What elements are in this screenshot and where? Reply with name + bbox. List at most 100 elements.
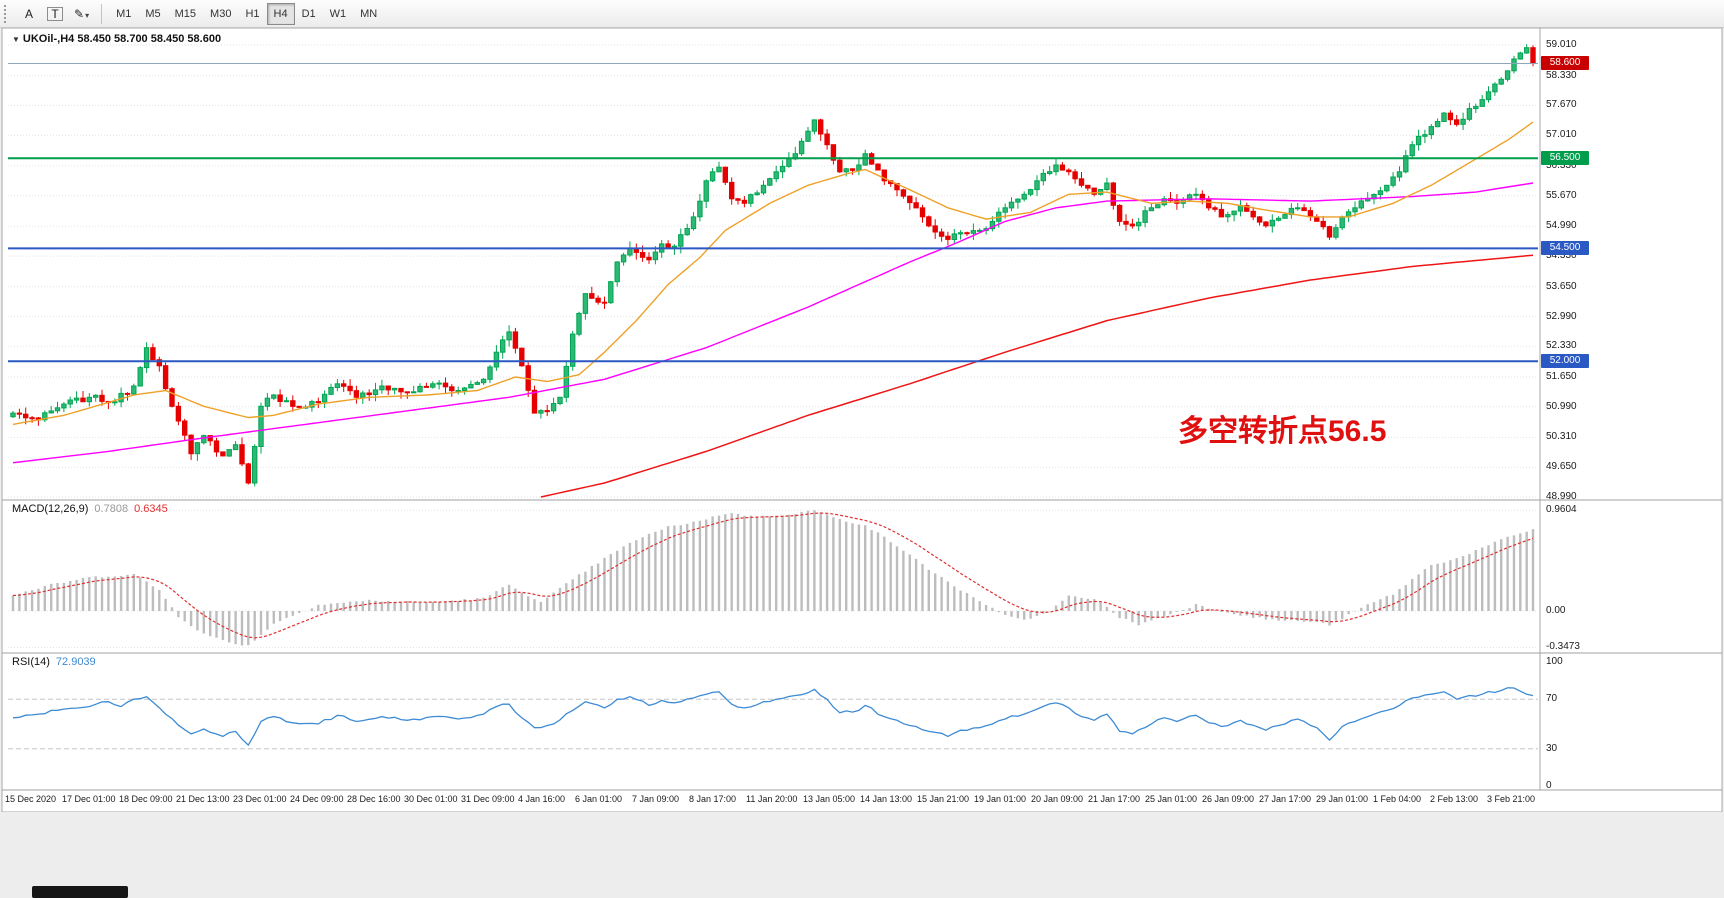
dropdown-triangle-icon[interactable]: ▼ <box>12 35 20 44</box>
macd-tick-label: 0.00 <box>1546 605 1566 616</box>
ma-mid-line <box>12 182 1534 464</box>
macd-signal-value: 0.6345 <box>134 503 168 515</box>
time-tick-label: 6 Jan 01:00 <box>575 794 623 804</box>
price-tick-label: 52.330 <box>1546 340 1577 352</box>
time-tick-label: 21 Dec 13:00 <box>176 794 230 804</box>
macd-tick-label: -0.3473 <box>1546 641 1580 653</box>
time-tick-label: 18 Dec 09:00 <box>119 794 173 804</box>
time-tick-label: 24 Dec 09:00 <box>290 794 344 804</box>
chart-title: ▼ UKOil-,H4 58.450 58.700 58.450 58.600 <box>12 33 221 45</box>
macd-signal-line <box>12 512 1534 639</box>
tf-button-H4[interactable]: H4 <box>266 2 295 25</box>
time-tick-label: 31 Dec 09:00 <box>461 794 515 804</box>
time-tick-label: 2 Feb 13:00 <box>1430 794 1479 804</box>
tf-button-M1[interactable]: M1 <box>109 3 138 25</box>
rsi-tick-label: 0 <box>1546 780 1552 791</box>
price-tick-label: 51.650 <box>1546 371 1577 382</box>
time-tick-label: 1 Feb 04:00 <box>1373 794 1422 804</box>
draw-tool[interactable]: ✎▾ <box>69 3 94 25</box>
time-tick-label: 25 Jan 01:00 <box>1145 794 1198 804</box>
price-tick-label: 59.010 <box>1546 39 1577 50</box>
annotation-tool[interactable]: A <box>17 3 41 25</box>
time-tick-label: 27 Jan 17:00 <box>1259 794 1312 804</box>
time-tick-label: 30 Dec 01:00 <box>404 794 458 804</box>
main-toolbar: A T ✎▾ M1 M5 M15 M30 H1 H4 D1 W1 MN <box>0 0 1724 28</box>
macd-main-value: 0.7808 <box>94 503 129 515</box>
time-tick-label: 8 Jan 17:00 <box>689 794 737 804</box>
level-price-tag: 54.500 <box>1541 241 1589 256</box>
price-tick-label: 52.990 <box>1546 310 1577 322</box>
rsi-levels <box>8 698 1538 750</box>
tf-button-M15[interactable]: M15 <box>168 3 203 25</box>
price-tick-label: 57.670 <box>1546 99 1577 111</box>
price-tick-label: 54.990 <box>1546 220 1577 232</box>
macd-grid <box>8 509 1538 648</box>
time-tick-label: 26 Jan 09:00 <box>1202 794 1255 804</box>
text-tool[interactable]: T <box>43 3 67 25</box>
chart-ohlc: 58.450 58.700 58.450 58.600 <box>77 33 222 45</box>
macd-tick-label: 0.9604 <box>1546 504 1577 516</box>
chart-symbol: UKOil-,H4 <box>22 33 75 45</box>
time-tick-label: 14 Jan 13:00 <box>860 794 913 804</box>
toolbar-separator <box>101 3 103 24</box>
price-tick-label: 48.990 <box>1546 490 1577 502</box>
rsi-tick-label: 30 <box>1546 742 1558 754</box>
time-tick-label: 28 Dec 16:00 <box>347 794 401 804</box>
time-tick-label: 15 Dec 2020 <box>5 794 57 804</box>
price-tick-label: 54.330 <box>1546 250 1577 262</box>
candles <box>10 44 1536 487</box>
current-price-tag: 58.600 <box>1541 56 1589 71</box>
time-tick-label: 20 Jan 09:00 <box>1031 794 1084 804</box>
tf-button-MN[interactable]: MN <box>353 3 384 25</box>
dropdown-caret-icon: ▾ <box>85 10 90 20</box>
level-price-tag: 52.000 <box>1541 354 1589 369</box>
macd-histogram <box>11 510 1535 646</box>
tf-button-H1[interactable]: H1 <box>238 3 266 25</box>
rsi-value: 72.9039 <box>55 656 96 668</box>
tf-button-M5[interactable]: M5 <box>138 3 167 25</box>
time-tick-label: 11 Jan 20:00 <box>746 794 798 804</box>
macd-name: MACD(12,26,9) <box>12 503 89 515</box>
time-tick-label: 4 Jan 16:00 <box>518 794 566 804</box>
rsi-label: RSI(14) 72.9039 <box>12 656 96 668</box>
price-tick-label: 49.650 <box>1546 461 1577 473</box>
time-tick-label: 23 Dec 01:00 <box>233 794 287 804</box>
rsi-name: RSI(14) <box>12 656 50 668</box>
taskbar-fragment <box>32 886 128 898</box>
price-tick-label: 58.330 <box>1546 69 1577 81</box>
ma-slow-line <box>540 254 1534 498</box>
price-tick-label: 57.010 <box>1546 129 1577 141</box>
time-tick-label: 7 Jan 09:00 <box>632 794 680 804</box>
price-tick-label: 53.650 <box>1546 280 1577 292</box>
time-tick-label: 19 Jan 01:00 <box>974 794 1027 804</box>
tf-button-M30[interactable]: M30 <box>203 3 238 25</box>
rsi-tick-label: 100 <box>1546 656 1563 667</box>
time-tick-label: 3 Feb 21:00 <box>1487 794 1536 804</box>
time-tick-label: 29 Jan 01:00 <box>1316 794 1369 804</box>
time-tick-label: 17 Dec 01:00 <box>62 794 116 804</box>
rsi-tick-label: 70 <box>1546 693 1558 705</box>
timeframe-buttons: M1 M5 M15 M30 H1 H4 D1 W1 MN <box>109 2 384 25</box>
tf-button-W1[interactable]: W1 <box>323 3 354 25</box>
chart-annotation-text[interactable]: 多空转折点56.5 <box>1178 415 1387 448</box>
level-price-tag: 56.500 <box>1541 151 1589 166</box>
time-axis[interactable]: 15 Dec 2020 17 Dec 01:00 18 Dec 09:00 21 De… <box>0 794 1724 808</box>
ma-fast-line <box>12 121 1534 426</box>
tf-button-D1[interactable]: D1 <box>295 3 323 25</box>
macd-label: MACD(12,26,9) 0.7808 0.6345 <box>12 503 168 515</box>
time-tick-label: 13 Jan 05:00 <box>803 794 856 804</box>
time-tick-label: 21 Jan 17:00 <box>1088 794 1141 804</box>
rsi-line <box>12 687 1534 747</box>
desktop-strip <box>0 812 1724 898</box>
tool-buttons: A T ✎▾ <box>17 3 94 25</box>
price-tick-label: 55.670 <box>1546 189 1577 201</box>
price-tick-label: 50.990 <box>1546 400 1577 412</box>
price-tick-label: 56.330 <box>1546 159 1577 171</box>
time-tick-label: 15 Jan 21:00 <box>917 794 970 804</box>
price-tick-label: 50.310 <box>1546 431 1577 443</box>
main-grid <box>8 44 1538 498</box>
level-lines[interactable] <box>8 157 1538 363</box>
toolbar-grip-icon <box>4 4 11 23</box>
